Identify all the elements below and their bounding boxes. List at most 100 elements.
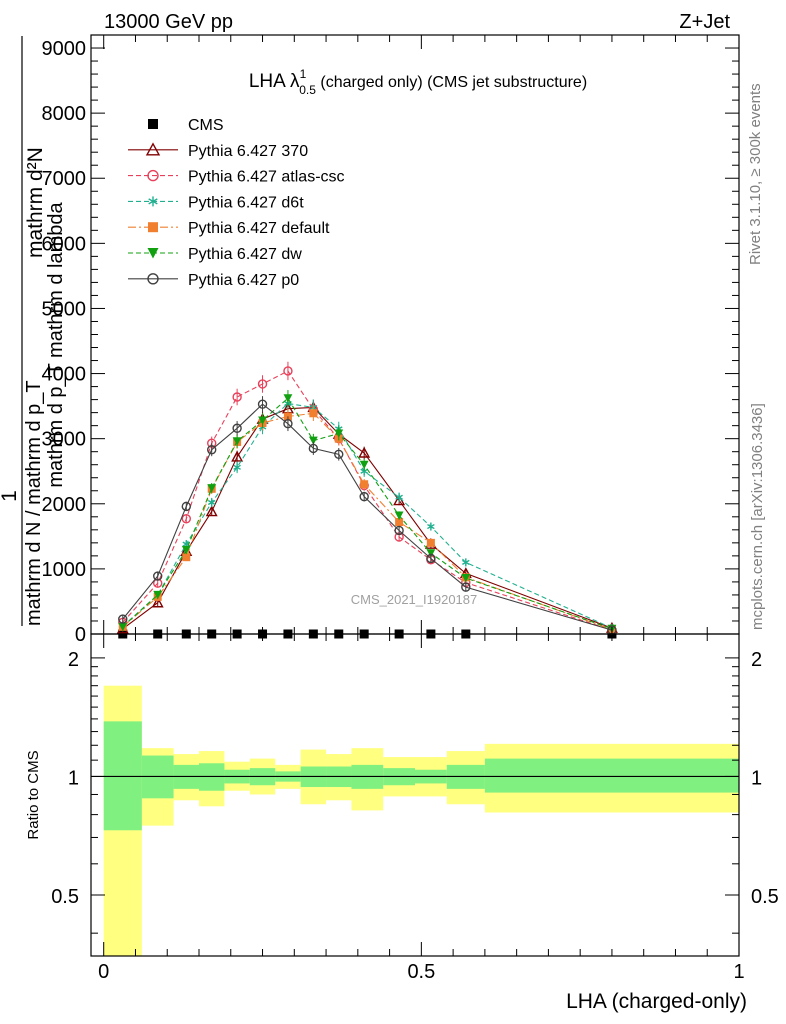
x-tick-label: 1 [733, 961, 744, 983]
marker-asterisk [395, 493, 403, 502]
legend-item: Pythia 6.427 d6t [128, 194, 304, 211]
ylabel-line-1: mathrm d²N [24, 147, 47, 258]
marker-asterisk [148, 196, 158, 207]
marker-triangle-down [308, 436, 318, 446]
series-line [122, 397, 613, 630]
ylabel-line-3: 1 [0, 490, 21, 502]
marker-triangle-down [394, 511, 404, 520]
ratio-y-tick-label: 1 [68, 767, 79, 789]
title-main: LHA λ [249, 71, 300, 92]
marker-circle [181, 514, 191, 524]
marker-circle [461, 582, 471, 592]
legend-label: Pythia 6.427 dw [188, 246, 302, 263]
marker-triangle [358, 446, 371, 458]
marker-circle [308, 443, 319, 454]
marker-circle [257, 399, 268, 409]
ratio-y-tick-label-right: 1 [751, 767, 762, 789]
x-axis-label: LHA (charged-only) [566, 990, 747, 1013]
marker-circle [118, 614, 128, 624]
main-y-tick-label: 7000 [42, 168, 87, 190]
legend-label: Pythia 6.427 p0 [188, 272, 299, 289]
legend-item: Pythia 6.427 p0 [128, 272, 299, 289]
rivet-label: Rivet 3.1.10, ≥ 300k events [747, 83, 764, 265]
marker-circle [232, 392, 242, 402]
marker-triangle-down [426, 549, 436, 558]
marker-asterisk [207, 498, 216, 507]
marker-circle [153, 571, 163, 581]
marker-triangle-down [334, 429, 344, 438]
marker-square [182, 553, 191, 562]
main-axis-ticks: 0 1000 2000 3000 4000 5000 6000 7000 8000 9000 [42, 34, 740, 646]
energy-label: 13000 GeV pp [104, 11, 233, 33]
main-y-tick-label: 2000 [42, 494, 87, 516]
marker-asterisk [233, 463, 241, 472]
marker-circle [257, 379, 268, 389]
x-tick-label: 0 [98, 961, 109, 983]
main-y-tick-label: 4000 [42, 364, 87, 386]
legend-item: Pythia 6.427 370 [128, 142, 308, 160]
ratio-y-tick-label: 0.5 [51, 886, 79, 908]
marker-circle [283, 418, 293, 429]
legend-label: CMS [188, 117, 224, 134]
marker-triangle-down [181, 546, 191, 555]
marker-circle [147, 169, 159, 182]
marker-triangle-down [147, 248, 159, 259]
marker-square [395, 518, 404, 527]
marker-square [309, 409, 318, 418]
main-y-label: mathrm d²N mathrm d p_T mathrm d lambda … [0, 36, 67, 626]
marker-triangle [231, 450, 244, 462]
marker-asterisk [462, 558, 470, 567]
marker-square [148, 222, 158, 233]
ratio-axis-ticks: 0.5 0.5 1 1 2 2 0 0.5 1 [51, 634, 779, 983]
series-line [122, 402, 613, 629]
main-y-tick-label: 1000 [42, 559, 87, 581]
marker-circle [426, 553, 436, 564]
marker-circle [207, 445, 217, 455]
marker-square [360, 480, 369, 489]
ratio-stat-band [484, 758, 739, 793]
legend-label: Pythia 6.427 atlas-csc [188, 169, 345, 186]
marker-triangle-down [359, 460, 369, 470]
marker-circle [283, 366, 293, 376]
marker-triangle-down [118, 622, 128, 632]
main-y-tick-label: 9000 [42, 38, 87, 60]
process-label: Z+Jet [679, 11, 730, 33]
main-y-tick-label: 5000 [42, 298, 87, 320]
ratio-stat-band [103, 721, 142, 831]
main-y-tick-label: 6000 [42, 233, 87, 255]
series-line [122, 403, 613, 631]
ratio-bands-layer [91, 685, 739, 956]
main-title: LHA λ1 0.5 (charged only) (CMS jet substr… [249, 67, 587, 97]
marker-asterisk [427, 522, 435, 531]
legend-label: Pythia 6.427 d6t [188, 194, 304, 211]
marker-circle [181, 501, 191, 512]
marker-circle [394, 525, 404, 536]
x-tick-label: 0.5 [407, 961, 435, 983]
marker-circle [232, 423, 242, 433]
legend-item: Pythia 6.427 dw [128, 246, 302, 263]
ratio-y-tick-label: 2 [68, 649, 79, 671]
marker-triangle-down [283, 394, 293, 403]
marker-circle [147, 273, 159, 285]
legend-item: CMS [148, 117, 224, 134]
ylabel-line-4: mathrm d N / mathrm d p_T [23, 380, 45, 626]
title-sup: 1 [300, 67, 307, 81]
marker-triangle-down [153, 590, 163, 600]
main-y-tick-label: 3000 [42, 429, 87, 451]
marker-triangle [145, 142, 161, 156]
marker-triangle-down [461, 574, 471, 583]
legend-label: Pythia 6.427 default [188, 220, 330, 237]
ratio-y-tick-label-right: 2 [751, 649, 762, 671]
ratio-plot-frame [90, 633, 740, 957]
mcplots-label: mcplots.cern.ch [arXiv:1306.3436] [749, 403, 766, 630]
marker-triangle [151, 596, 164, 608]
marker-circle [334, 449, 344, 459]
marker-triangle-down [232, 437, 242, 446]
series-6 [118, 396, 617, 635]
marker-triangle [205, 505, 218, 517]
legend-item: Pythia 6.427 atlas-csc [128, 169, 345, 186]
legend: CMS Pythia 6.427 370 Pythia 6.427 atlas-cs… [128, 117, 345, 289]
marker-circle [359, 491, 369, 502]
main-y-tick-label: 8000 [42, 103, 87, 125]
